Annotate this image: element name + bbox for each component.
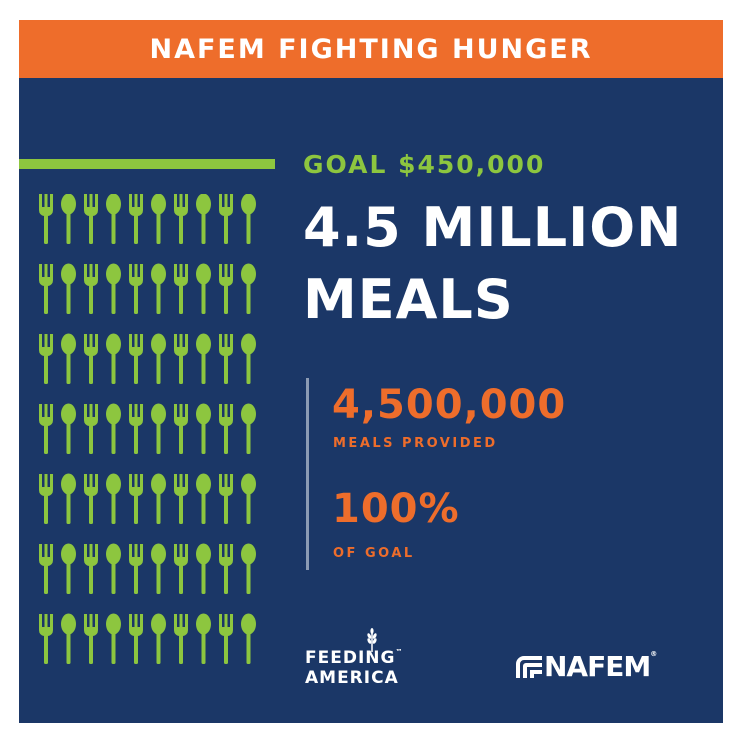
- fork-icon: [39, 614, 53, 664]
- nafem-wordmark: NAFEM®: [544, 650, 657, 683]
- spoon-icon: [241, 613, 256, 664]
- title-banner: NAFEM FIGHTING HUNGER: [19, 20, 723, 78]
- feeding-america-line-2: AMERICA: [305, 668, 399, 688]
- spoon-icon: [241, 333, 256, 384]
- fork-icon: [219, 544, 233, 594]
- spoon-icon: [106, 543, 121, 594]
- fork-icon: [39, 474, 53, 524]
- fork-icon: [39, 404, 53, 454]
- nafem-mark-icon: [516, 656, 542, 678]
- feeding-america-line-1: FEEDING™: [305, 648, 404, 668]
- spoon-icon: [61, 613, 76, 664]
- fork-icon: [84, 334, 98, 384]
- fork-icon: [39, 334, 53, 384]
- fork-icon: [39, 544, 53, 594]
- spoon-icon: [151, 543, 166, 594]
- fork-icon: [174, 264, 188, 314]
- goal-percent-label: OF GOAL: [333, 546, 415, 561]
- fork-icon: [129, 334, 143, 384]
- fork-icon: [174, 404, 188, 454]
- banner-title: NAFEM FIGHTING HUNGER: [149, 33, 593, 65]
- fork-icon: [129, 474, 143, 524]
- fork-icon: [219, 334, 233, 384]
- spoon-icon: [196, 403, 211, 454]
- spoon-icon: [106, 613, 121, 664]
- spoon-icon: [106, 333, 121, 384]
- goal-label: GOAL $450,000: [303, 150, 546, 179]
- spoon-icon: [61, 543, 76, 594]
- meals-provided-value: 4,500,000: [332, 382, 567, 428]
- spoon-icon: [106, 194, 121, 244]
- spoon-icon: [241, 403, 256, 454]
- spoon-icon: [241, 263, 256, 314]
- spoon-icon: [151, 613, 166, 664]
- fork-icon: [129, 544, 143, 594]
- goal-percent-value: 100%: [332, 486, 460, 532]
- spoon-icon: [106, 263, 121, 314]
- spoon-icon: [151, 403, 166, 454]
- spoon-icon: [61, 263, 76, 314]
- spoon-icon: [106, 403, 121, 454]
- headline-line-1: 4.5 MILLION: [303, 196, 683, 259]
- spoon-icon: [196, 473, 211, 524]
- meals-provided-label: MEALS PROVIDED: [333, 436, 498, 451]
- fork-icon: [219, 614, 233, 664]
- accent-bar: [19, 159, 275, 169]
- fork-icon: [39, 194, 53, 244]
- fork-icon: [84, 264, 98, 314]
- spoon-icon: [196, 543, 211, 594]
- fork-icon: [84, 194, 98, 244]
- spoon-icon: [241, 473, 256, 524]
- wheat-icon: [367, 628, 377, 652]
- feeding-america-logo: FEEDING™ AMERICA: [305, 628, 425, 692]
- utensil-grid: [39, 194, 256, 664]
- fork-icon: [84, 544, 98, 594]
- spoon-icon: [241, 543, 256, 594]
- fork-icon: [219, 474, 233, 524]
- fork-icon: [129, 194, 143, 244]
- spoon-icon: [196, 263, 211, 314]
- spoon-icon: [61, 473, 76, 524]
- fork-icon: [129, 404, 143, 454]
- spoon-icon: [196, 194, 211, 244]
- fork-icon: [84, 404, 98, 454]
- nafem-logo: NAFEM®: [514, 650, 674, 684]
- spoon-icon: [61, 333, 76, 384]
- fork-icon: [84, 614, 98, 664]
- fork-icon: [174, 194, 188, 244]
- fork-icon: [129, 614, 143, 664]
- spoon-icon: [151, 333, 166, 384]
- fork-icon: [129, 264, 143, 314]
- spoon-icon: [196, 613, 211, 664]
- spoon-icon: [106, 473, 121, 524]
- spoon-icon: [61, 194, 76, 244]
- fork-icon: [219, 404, 233, 454]
- fork-icon: [219, 194, 233, 244]
- spoon-icon: [241, 194, 256, 244]
- fork-icon: [84, 474, 98, 524]
- spoon-icon: [196, 333, 211, 384]
- stats-divider: [306, 378, 309, 570]
- fork-icon: [174, 614, 188, 664]
- headline-line-2: MEALS: [303, 268, 514, 331]
- headline: 4.5 MILLION MEALS: [303, 192, 682, 336]
- spoon-icon: [151, 473, 166, 524]
- fork-icon: [39, 264, 53, 314]
- fork-icon: [174, 544, 188, 594]
- fork-icon: [174, 334, 188, 384]
- fork-icon: [174, 474, 188, 524]
- spoon-icon: [61, 403, 76, 454]
- spoon-icon: [151, 263, 166, 314]
- fork-icon: [219, 264, 233, 314]
- spoon-icon: [151, 194, 166, 244]
